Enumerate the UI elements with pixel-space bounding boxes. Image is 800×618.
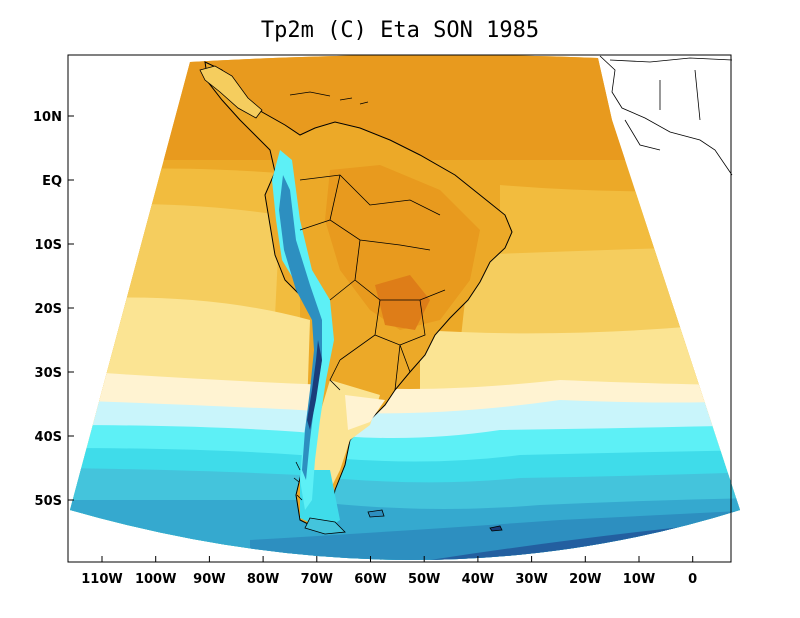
chile-coast-islets: [293, 461, 303, 501]
x-tick-label: 110W: [81, 572, 122, 587]
tierra-del-fuego: [304, 517, 346, 535]
x-tick-label: 10W: [623, 572, 655, 587]
y-tick-label: 50S: [35, 494, 62, 509]
x-tick-label: 50W: [408, 572, 440, 587]
x-tick-label: 100W: [135, 572, 176, 587]
country-borders: [299, 174, 446, 391]
x-tick-label: 90W: [193, 572, 225, 587]
andes-peaks: [307, 340, 322, 430]
y-tick-label: 20S: [35, 302, 62, 317]
caribbean-islands: [289, 91, 369, 105]
x-tick-label: 0: [688, 572, 697, 587]
x-tick-label: 80W: [247, 572, 279, 587]
y-tick-label: 40S: [35, 430, 62, 445]
x-tick-label: 20W: [569, 572, 601, 587]
x-tick-label: 70W: [301, 572, 333, 587]
x-tick-label: 30W: [515, 572, 547, 587]
south-georgia: [489, 525, 503, 532]
landmass: [199, 55, 733, 535]
falkland-islands: [367, 509, 385, 518]
map-title: Tp2m (C) Eta SON 1985: [260, 18, 540, 43]
pampas-cream: [345, 395, 385, 430]
y-tick-label: 10S: [35, 238, 62, 253]
africa-coastline: [599, 55, 733, 176]
central-brazil-hot: [375, 275, 430, 330]
y-axis: 10N EQ 10S 20S 30S 40S 50S: [33, 110, 74, 509]
amazon-basin-warm: [325, 165, 480, 330]
band-deep-orange: [70, 54, 740, 160]
x-tick-label: 40W: [462, 572, 494, 587]
x-tick-label: 60W: [354, 572, 386, 587]
x-axis: 110W 100W 90W 80W 70W 60W 50W 40W 30W 20W 10W 0: [81, 556, 697, 587]
y-tick-label: EQ: [42, 174, 62, 189]
central-america-land: [199, 65, 263, 119]
y-tick-label: 30S: [35, 366, 62, 381]
y-tick-label: 10N: [33, 110, 62, 125]
